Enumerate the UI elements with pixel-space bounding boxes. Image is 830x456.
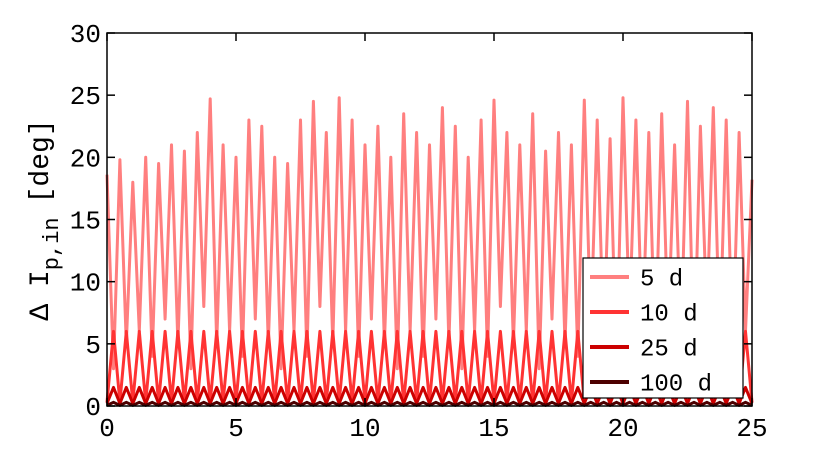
y-tick-label: 20 (70, 144, 101, 174)
legend-label: 5 d (640, 266, 683, 293)
y-tick-label: 25 (70, 82, 101, 112)
legend-box (582, 257, 744, 399)
legend-label: 100 d (640, 371, 712, 398)
y-tick-label: 30 (70, 20, 101, 50)
legend-label: 25 d (640, 336, 698, 363)
x-tick-label: 20 (607, 414, 638, 444)
x-tick-label: 10 (349, 414, 380, 444)
y-tick-label: 0 (85, 393, 101, 423)
x-tick-label: 0 (99, 414, 115, 444)
x-tick-label: 25 (736, 414, 767, 444)
legend-label: 10 d (640, 301, 698, 328)
x-tick-label: 5 (228, 414, 244, 444)
x-tick-label: 15 (478, 414, 509, 444)
y-tick-label: 15 (70, 207, 101, 237)
y-tick-label: 5 (85, 331, 101, 361)
y-tick-label: 10 (70, 269, 101, 299)
y-label-sub: p,in (40, 217, 65, 270)
y-label-main: Δ I (26, 270, 57, 320)
legend: 5 d 10 d 25 d 100 d (582, 257, 744, 399)
y-label-unit: [deg] (26, 119, 57, 203)
y-axis-label: Δ Ip,in [deg] (26, 119, 65, 320)
